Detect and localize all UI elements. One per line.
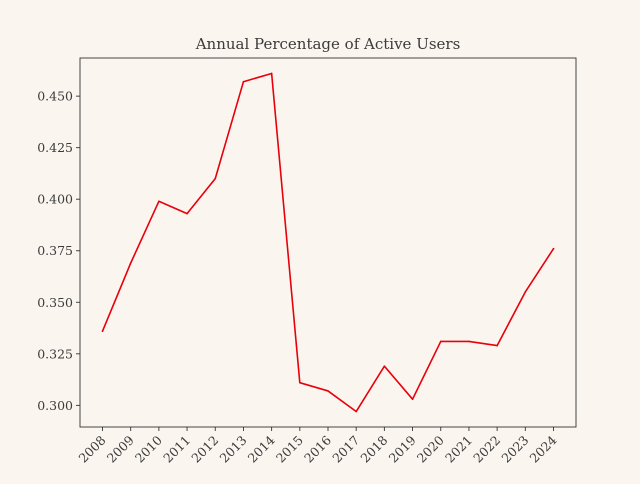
x-tick-label: 2018	[357, 432, 390, 465]
y-tick-label: 0.400	[37, 192, 73, 207]
data-point	[355, 410, 357, 413]
x-tick-label: 2023	[498, 432, 531, 465]
data-point	[270, 72, 273, 75]
data-point	[101, 330, 104, 332]
x-tick-label: 2014	[245, 432, 278, 465]
x-tick-label: 2019	[386, 432, 419, 465]
data-point	[129, 262, 132, 264]
data-point	[214, 177, 217, 180]
y-tick-label: 0.350	[37, 295, 73, 310]
data-point	[242, 80, 245, 83]
data-point	[552, 247, 555, 250]
data-point	[158, 200, 160, 203]
y-tick-label: 0.300	[37, 398, 73, 413]
plot-frame	[79, 57, 577, 428]
chart-title: Annual Percentage of Active Users	[195, 35, 461, 53]
x-tick-label: 2009	[104, 432, 137, 465]
ticks: 0.3000.3250.3500.3750.4000.4250.45020082…	[37, 89, 559, 466]
y-tick-label: 0.425	[37, 140, 73, 155]
data-point	[496, 344, 498, 347]
data-point	[327, 390, 329, 392]
x-tick-label: 2017	[329, 432, 362, 465]
data-point	[383, 365, 386, 367]
x-tick-label: 2011	[160, 433, 193, 466]
x-tick-label: 2020	[414, 432, 447, 465]
y-tick-label: 0.450	[37, 89, 73, 104]
series-layer	[101, 72, 555, 413]
x-tick-label: 2008	[76, 432, 109, 465]
data-point	[439, 340, 442, 343]
data-point	[299, 381, 301, 384]
axes	[79, 57, 577, 428]
x-tick-label: 2013	[216, 432, 249, 465]
x-tick-label: 2010	[132, 432, 165, 465]
data-point	[411, 398, 414, 400]
x-tick-label: 2012	[188, 433, 221, 466]
data-point	[468, 340, 470, 343]
y-tick-label: 0.375	[37, 243, 73, 258]
x-tick-label: 2024	[527, 432, 560, 465]
y-tick-label: 0.325	[37, 346, 73, 361]
x-tick-label: 2016	[301, 432, 334, 465]
data-point	[186, 212, 188, 215]
x-tick-label: 2022	[470, 433, 503, 466]
x-tick-label: 2021	[442, 433, 475, 466]
data-point	[524, 291, 527, 293]
series-line	[101, 72, 555, 413]
x-tick-label: 2015	[273, 433, 306, 466]
